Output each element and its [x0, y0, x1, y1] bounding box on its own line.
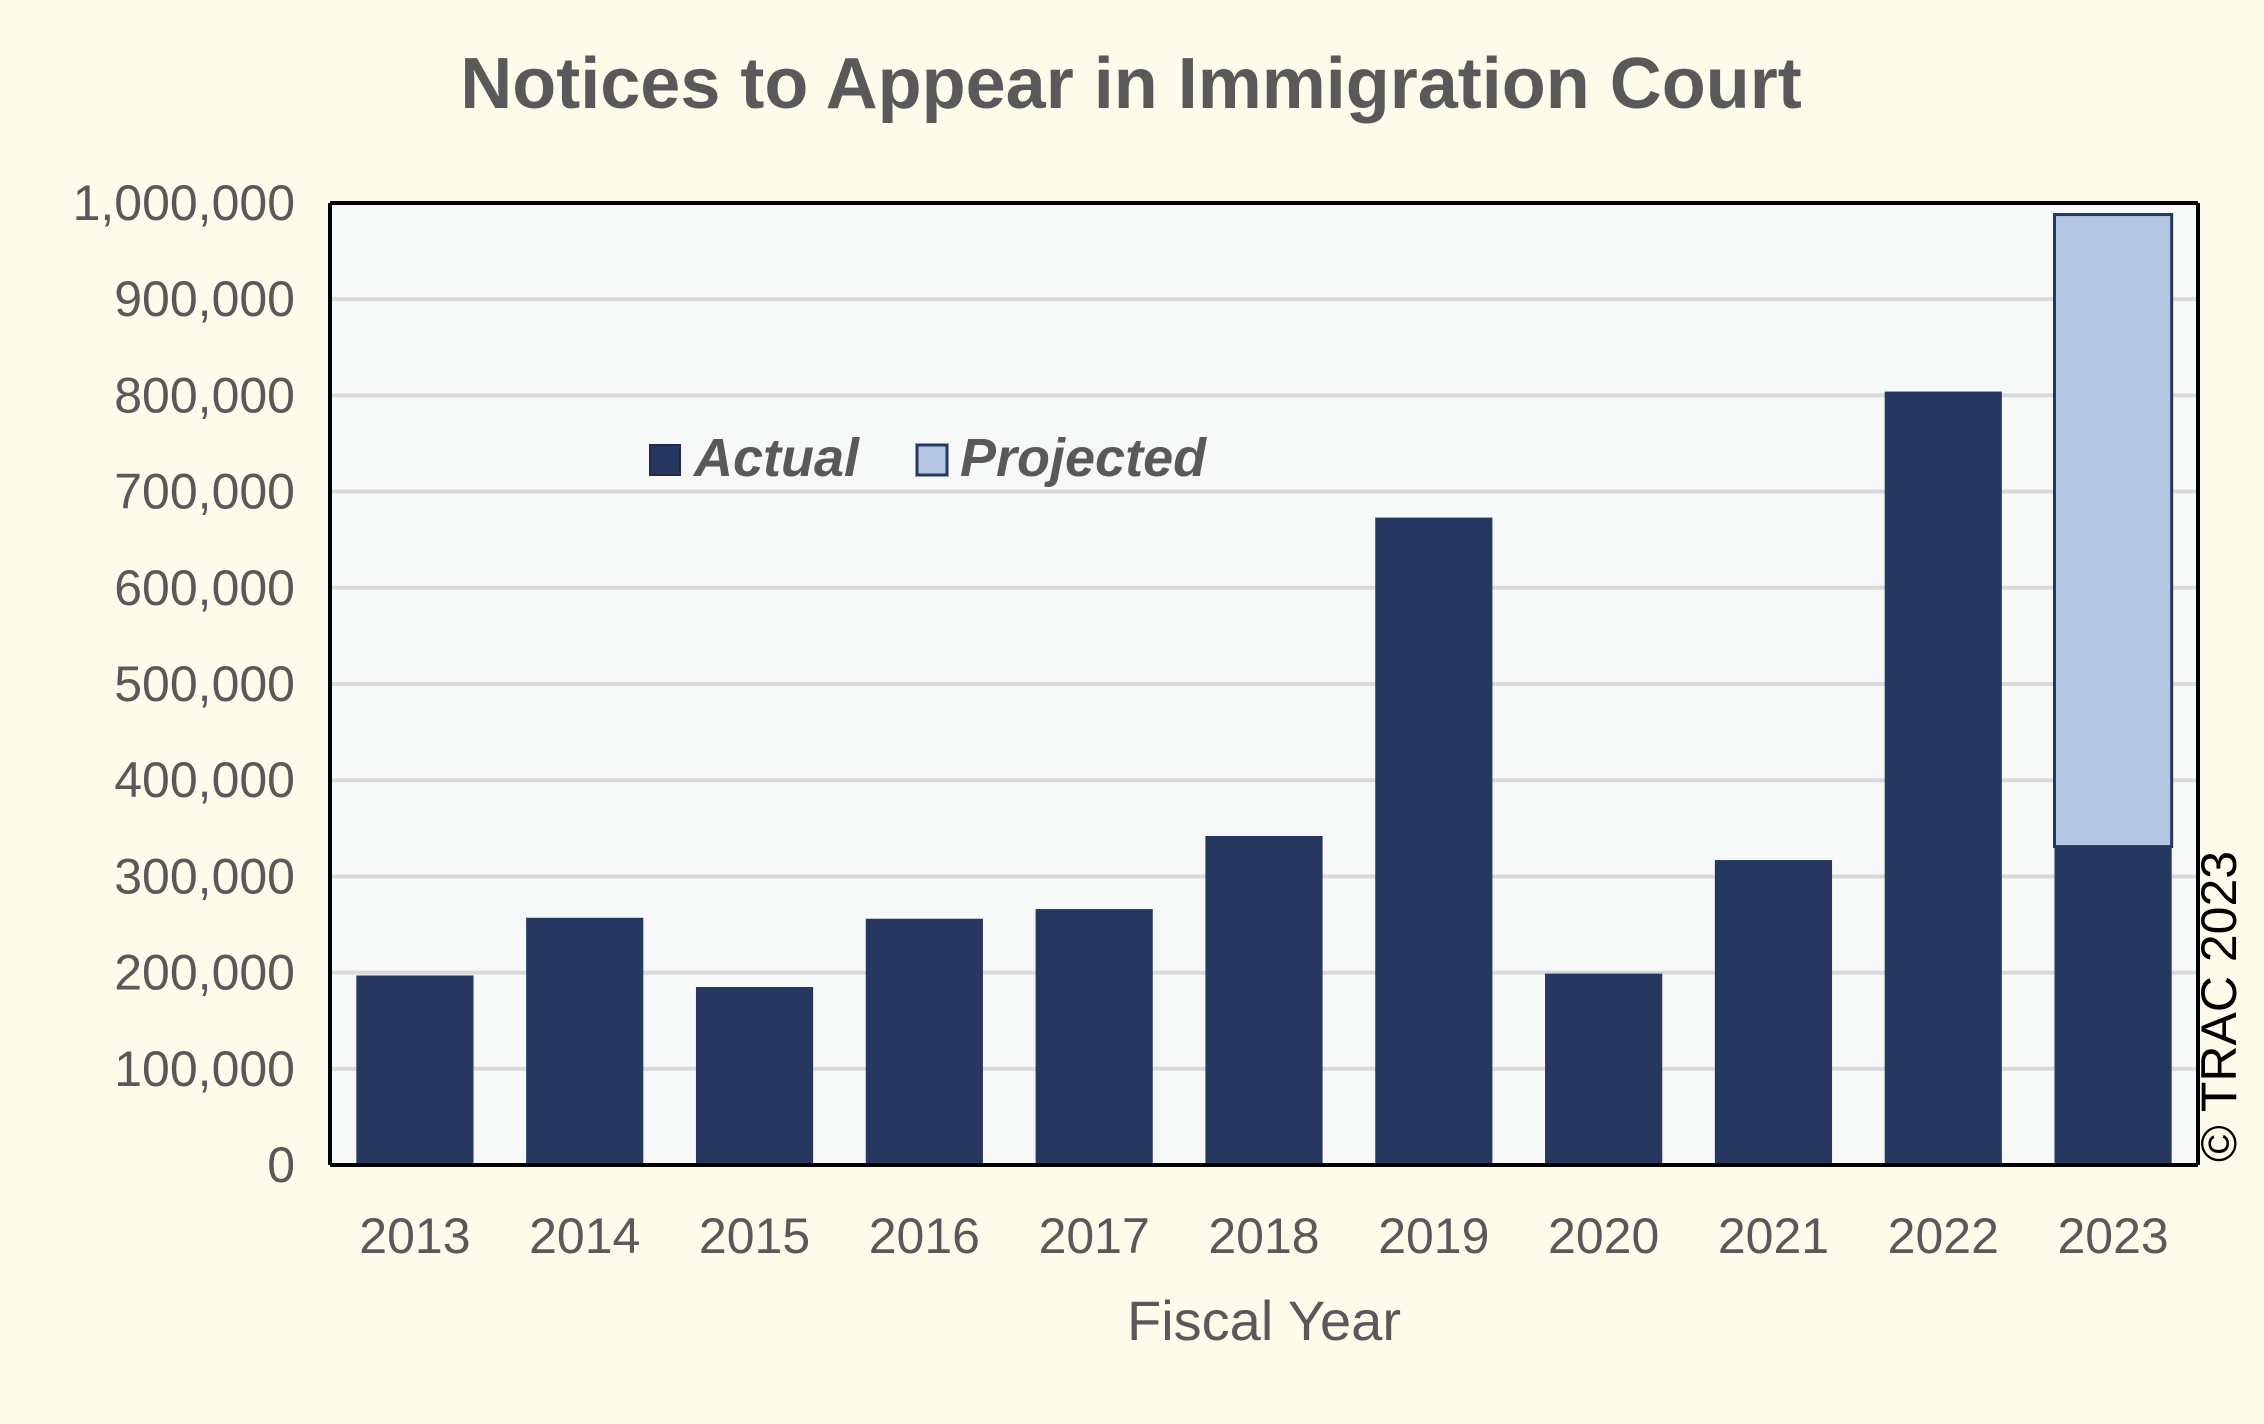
- y-tick-label: 400,000: [114, 752, 295, 808]
- y-tick-label: 100,000: [114, 1041, 295, 1097]
- x-tick-label: 2018: [1208, 1208, 1319, 1264]
- x-tick-label: 2015: [699, 1208, 810, 1264]
- x-tick-label: 2017: [1039, 1208, 1150, 1264]
- copyright-credit: © TRAC 2023: [2191, 851, 2247, 1162]
- x-tick-label: 2020: [1548, 1208, 1659, 1264]
- chart-title: Notices to Appear in Immigration Court: [460, 44, 1801, 124]
- bar-projected-2023: [2053, 213, 2174, 849]
- y-tick-label: 300,000: [114, 848, 295, 904]
- legend-label-actual: Actual: [692, 428, 860, 488]
- y-tick-label: 600,000: [114, 560, 295, 616]
- bar-actual-2013: [356, 975, 474, 1165]
- legend: Actual Projected: [649, 428, 1207, 488]
- y-tick-label: 800,000: [114, 367, 295, 423]
- y-tick-label: 0: [267, 1137, 295, 1193]
- legend-label-projected: Projected: [960, 428, 1207, 488]
- y-tick-label: 500,000: [114, 656, 295, 712]
- y-tick-label: 900,000: [114, 271, 295, 327]
- x-tick-label: 2022: [1888, 1208, 1999, 1264]
- bar-actual-2018: [1205, 835, 1323, 1165]
- legend-swatch-actual: [649, 444, 681, 476]
- bar-actual-2021: [1714, 860, 1833, 1165]
- bar-actual-2017: [1035, 909, 1153, 1165]
- bar-actual-2016: [865, 918, 983, 1165]
- bar-actual-2022: [1884, 391, 2002, 1165]
- y-tick-label: 1,000,000: [73, 175, 295, 231]
- x-tick-label: 2014: [529, 1208, 640, 1264]
- bar-actual-2015: [695, 987, 814, 1165]
- x-tick-label: 2019: [1378, 1208, 1489, 1264]
- y-tick-label: 700,000: [114, 464, 295, 520]
- x-tick-label: 2023: [2057, 1208, 2168, 1264]
- bars: [356, 213, 2174, 1165]
- x-axis-ticks: 2013 2014 2015 2016 2017 2018 2019 2020 2021 2022…: [359, 1208, 2168, 1264]
- bar-actual-2023: [2054, 846, 2172, 1165]
- x-tick-label: 2016: [869, 1208, 980, 1264]
- y-axis-ticks: 0 100,000 200,000 300,000 400,000 500,000 600,…: [73, 175, 295, 1193]
- bar-actual-2014: [526, 917, 644, 1165]
- x-axis-title: Fiscal Year: [1127, 1289, 1401, 1352]
- bar-actual-2019: [1375, 517, 1493, 1165]
- y-tick-label: 200,000: [114, 945, 295, 1001]
- legend-swatch-projected: [915, 443, 949, 477]
- x-tick-label: 2013: [359, 1208, 470, 1264]
- x-tick-label: 2021: [1718, 1208, 1829, 1264]
- bar-actual-2020: [1545, 973, 1663, 1165]
